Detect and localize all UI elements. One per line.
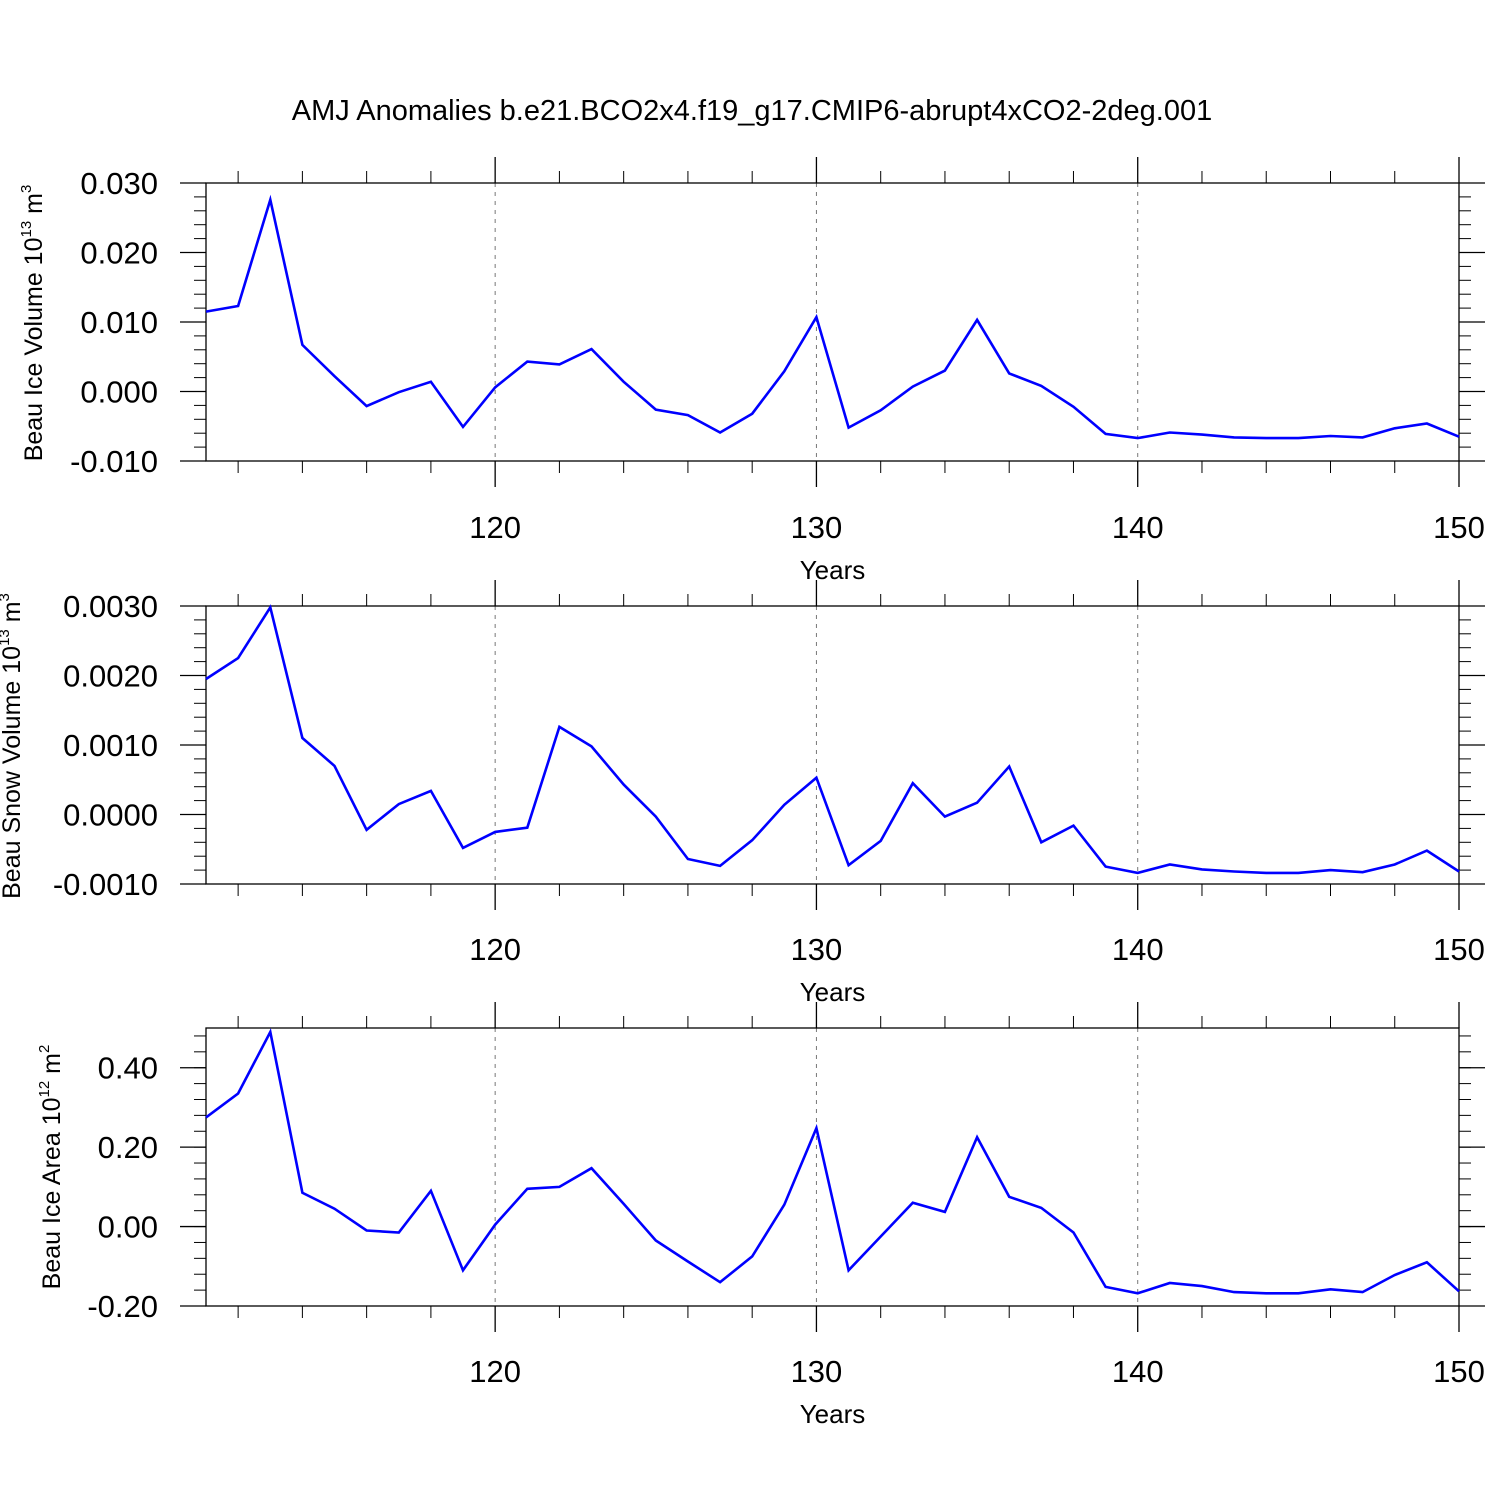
y-axis-title-part: Beau Snow Volume 10 [0, 646, 26, 899]
y-axis-title-part: m [38, 1053, 66, 1081]
y-axis-title-part: m [0, 601, 26, 629]
y-axis-title-exponent: 3 [18, 185, 35, 193]
x-tick-label: 130 [791, 1354, 843, 1389]
y-tick-label: 0.40 [98, 1051, 158, 1086]
plot-frame [205, 182, 1460, 462]
x-axis-title: Years [800, 977, 866, 1007]
x-axis-title: Years [800, 1399, 866, 1429]
chart-panel-3: -0.20 0.00 0.20 0.40 120 130 140 150 Years Beau I… [36, 1002, 1485, 1429]
series-line [205, 194, 1460, 440]
y-tick-label: 0.20 [98, 1130, 158, 1165]
y-axis-title-part: Beau Ice Volume 10 [20, 238, 48, 462]
y-axis-title-exponent: 13 [0, 629, 13, 646]
y-tick-label: 0.0020 [63, 659, 158, 694]
y-tick-label: -0.20 [87, 1289, 158, 1324]
y-tick-label: -0.010 [70, 444, 158, 479]
x-tick-label: 150 [1433, 932, 1485, 967]
x-tick-label: 120 [469, 510, 521, 545]
y-axis-title-exponent: 12 [36, 1081, 53, 1098]
y-tick-label: 0.00 [98, 1210, 158, 1245]
y-tick-label: 0.020 [80, 236, 158, 271]
y-tick-label: 0.0010 [63, 728, 158, 763]
plot-frame [205, 605, 1460, 885]
x-axis-title: Years [800, 555, 866, 585]
y-axis-title-exponent: 13 [18, 221, 35, 238]
x-tick-label: 150 [1433, 510, 1485, 545]
y-tick-label: 0.000 [80, 375, 158, 410]
y-axis-title-exponent: 3 [0, 593, 13, 601]
y-tick-label: 0.010 [80, 305, 158, 340]
y-axis-title: Beau Snow Volume 1013 m3 [0, 593, 26, 899]
chart-panel-2: -0.0010 0.0000 0.0010 0.0020 0.0030 120 130 140… [0, 580, 1485, 1007]
y-axis-title-exponent: 2 [36, 1045, 53, 1053]
y-axis-title: Beau Ice Area 1012 m2 [36, 1045, 66, 1290]
x-tick-label: 120 [469, 932, 521, 967]
x-tick-label: 150 [1433, 1354, 1485, 1389]
x-tick-label: 140 [1112, 932, 1164, 967]
y-axis-title: Beau Ice Volume 1013 m3 [18, 185, 48, 462]
x-tick-label: 120 [469, 1354, 521, 1389]
series-line [205, 604, 1460, 875]
x-tick-label: 140 [1112, 510, 1164, 545]
y-tick-label: 0.0030 [63, 589, 158, 624]
series-line [205, 1028, 1460, 1295]
chart-title: AMJ Anomalies b.e21.BCO2x4.f19_g17.CMIP6… [292, 95, 1212, 127]
y-tick-label: 0.0000 [63, 798, 158, 833]
x-tick-label: 130 [791, 932, 843, 967]
x-tick-label: 140 [1112, 1354, 1164, 1389]
x-tick-label: 130 [791, 510, 843, 545]
y-tick-label: -0.0010 [53, 867, 158, 902]
plot-frame [205, 1027, 1460, 1307]
y-tick-label: 0.030 [80, 166, 158, 201]
y-axis-title-part: m [20, 193, 48, 221]
y-axis-title-part: Beau Ice Area 10 [38, 1098, 66, 1290]
chart-panel-1: -0.010 0.000 0.010 0.020 0.030 120 130 140 150 Ye… [18, 157, 1485, 585]
